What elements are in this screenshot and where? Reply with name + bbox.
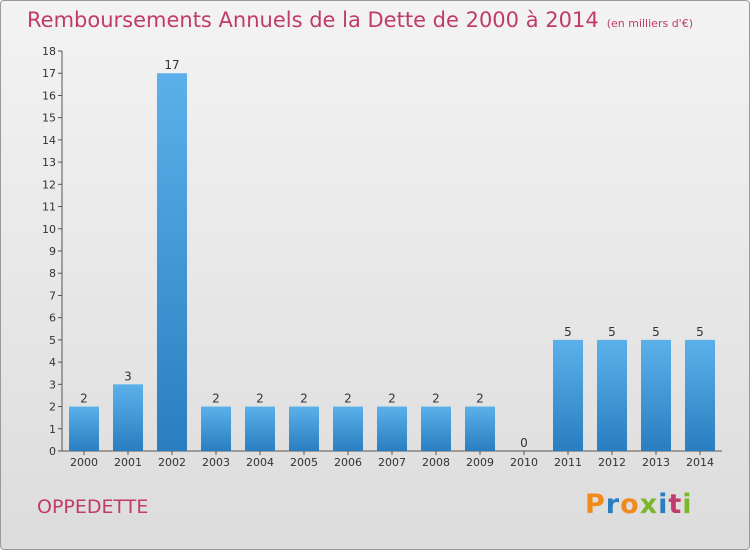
y-tick-label-1: 1 xyxy=(49,423,56,436)
x-tick-label-2011: 2011 xyxy=(554,456,582,469)
x-tick-label-2010: 2010 xyxy=(510,456,538,469)
y-tick-label-6: 6 xyxy=(49,312,56,325)
bar-2008 xyxy=(421,406,451,451)
logo-letter: P xyxy=(585,489,606,520)
value-label-2011: 5 xyxy=(564,325,572,339)
logo-letter: o xyxy=(620,489,640,520)
x-tick-label-2003: 2003 xyxy=(202,456,230,469)
y-tick-label-12: 12 xyxy=(42,178,56,191)
bar-2001 xyxy=(113,384,143,451)
y-tick-label-11: 11 xyxy=(42,201,56,214)
proxiti-logo[interactable]: Proxiti xyxy=(585,489,693,520)
value-label-2007: 2 xyxy=(388,392,396,406)
bar-2014 xyxy=(685,339,715,451)
value-label-2014: 5 xyxy=(696,325,704,339)
y-tick-label-13: 13 xyxy=(42,156,56,169)
y-tick-label-15: 15 xyxy=(42,112,56,125)
value-label-2006: 2 xyxy=(344,392,352,406)
chart-title: Remboursements Annuels de la Dette de 20… xyxy=(27,8,693,32)
value-label-2005: 2 xyxy=(300,392,308,406)
commune-name: OPPEDETTE xyxy=(37,496,149,518)
x-tick-label-2000: 2000 xyxy=(70,456,98,469)
logo-letter: i xyxy=(658,489,669,520)
value-label-2003: 2 xyxy=(212,392,220,406)
y-tick-label-4: 4 xyxy=(49,356,56,369)
bar-2004 xyxy=(245,406,275,451)
x-tick-label-2001: 2001 xyxy=(114,456,142,469)
logo-letter: t xyxy=(668,489,683,520)
value-label-2013: 5 xyxy=(652,325,660,339)
logo-letter: i xyxy=(682,489,693,520)
y-tick-label-0: 0 xyxy=(49,445,56,458)
y-tick-label-9: 9 xyxy=(49,245,56,258)
value-label-2010: 0 xyxy=(520,436,528,450)
bar-2012 xyxy=(597,339,627,451)
y-tick-label-8: 8 xyxy=(49,267,56,280)
bar-2011 xyxy=(553,339,583,451)
bar-2007 xyxy=(377,406,407,451)
bar-2005 xyxy=(289,406,319,451)
y-tick-label-10: 10 xyxy=(42,223,56,236)
value-label-2001: 3 xyxy=(124,369,132,383)
x-tick-label-2009: 2009 xyxy=(466,456,494,469)
logo-letter: x xyxy=(639,489,659,520)
bar-2006 xyxy=(333,406,363,451)
value-label-2004: 2 xyxy=(256,392,264,406)
chart-unit: (en milliers d'€) xyxy=(606,17,693,30)
y-tick-label-7: 7 xyxy=(49,289,56,302)
x-tick-label-2006: 2006 xyxy=(334,456,362,469)
x-tick-label-2012: 2012 xyxy=(598,456,626,469)
y-tick-label-18: 18 xyxy=(42,45,56,58)
bar-2013 xyxy=(641,339,671,451)
y-tick-label-3: 3 xyxy=(49,378,56,391)
x-tick-label-2008: 2008 xyxy=(422,456,450,469)
logo-letter: r xyxy=(605,489,621,520)
bar-2000 xyxy=(69,406,99,451)
x-tick-label-2013: 2013 xyxy=(642,456,670,469)
y-tick-label-16: 16 xyxy=(42,89,56,102)
y-tick-label-5: 5 xyxy=(49,334,56,347)
y-tick-label-2: 2 xyxy=(49,401,56,414)
labels: 2000 2 2001 3 2002 17 2003 2 2004 2 2005 2 2006 2 2007… xyxy=(70,58,714,469)
value-label-2000: 2 xyxy=(80,392,88,406)
value-label-2008: 2 xyxy=(432,392,440,406)
x-tick-label-2002: 2002 xyxy=(158,456,186,469)
bar-2002 xyxy=(157,73,187,451)
value-label-2012: 5 xyxy=(608,325,616,339)
y-tick-label-14: 14 xyxy=(42,134,56,147)
bar-2003 xyxy=(201,406,231,451)
y-tick-label-17: 17 xyxy=(42,67,56,80)
bar-2009 xyxy=(465,406,495,451)
value-label-2009: 2 xyxy=(476,392,484,406)
x-tick-label-2007: 2007 xyxy=(378,456,406,469)
chart-title-text: Remboursements Annuels de la Dette de 20… xyxy=(27,8,599,32)
x-tick-label-2005: 2005 xyxy=(290,456,318,469)
bars xyxy=(69,73,715,451)
value-label-2002: 17 xyxy=(164,58,179,72)
x-tick-label-2014: 2014 xyxy=(686,456,714,469)
x-tick-label-2004: 2004 xyxy=(246,456,274,469)
